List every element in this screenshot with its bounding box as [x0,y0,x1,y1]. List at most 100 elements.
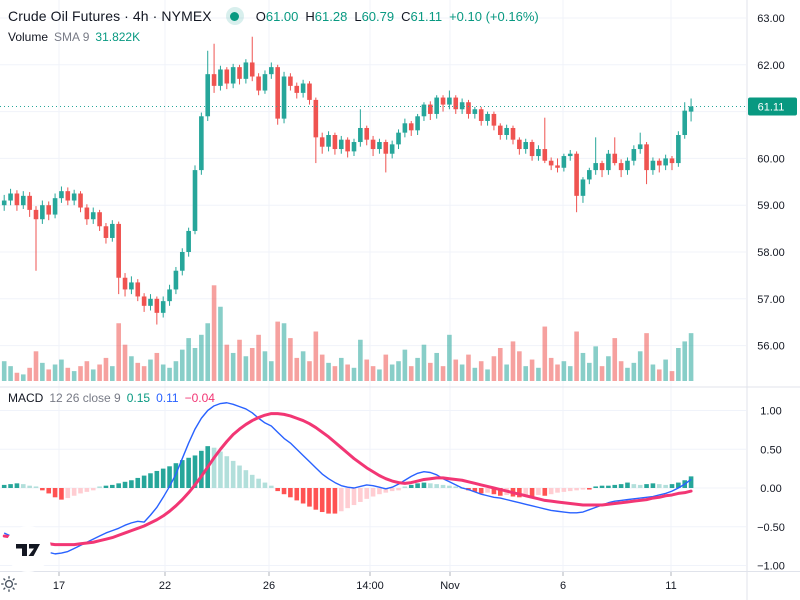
volume-bar [688,333,694,381]
time-tick-label[interactable]: 26 [263,580,275,592]
candle-body [631,149,637,161]
volume-bar [676,348,681,381]
symbol-title[interactable]: Crude Oil Futures · 4h · NYMEX [8,8,212,24]
time-tick-label[interactable]: Nov [440,580,460,592]
candle-body [567,153,573,157]
logo-glyph [16,544,40,556]
gear-glyph [1,576,17,592]
volume-bar [351,367,357,381]
time-tick-label[interactable]: 22 [159,580,171,592]
candle-body [179,252,185,271]
candle-body [440,97,446,105]
last-price-badge[interactable] [748,97,797,116]
macd-histogram-bar [548,488,554,495]
volume-bar [90,369,96,381]
volume-bar [211,285,217,381]
macd-histogram-bar [256,478,261,488]
candle-body [192,170,198,231]
volume-legend[interactable]: Volume SMA 9 31.822K [8,29,140,45]
macd-hist-value: 0.15 [126,391,151,405]
macd-tick-label[interactable]: −1.00 [757,561,785,573]
volume-bar [46,369,52,381]
macd-histogram-bar [243,470,249,488]
price-tick-label[interactable]: 62.00 [757,60,785,72]
volume-bar [122,344,128,381]
volume-bar [179,349,185,381]
market-status-dot-icon[interactable] [225,7,244,25]
macd-histogram-bar [332,488,338,514]
macd-histogram-bar [415,483,420,488]
macd-histogram-bar [669,484,675,488]
price-tick-label[interactable]: 56.00 [757,341,785,353]
time-tick-label[interactable]: 17 [53,580,65,592]
macd-histogram-bar [224,456,230,488]
volume-bar [249,348,255,381]
price-tick-label[interactable]: 63.00 [757,13,785,25]
volume-bar [84,361,90,381]
volume-bar [637,351,643,381]
candle-body [517,139,522,150]
macd-tick-label[interactable]: −0.50 [757,522,785,534]
volume-bar [472,367,478,381]
macd-tick-label[interactable]: 0.50 [760,444,781,456]
volume-bar [459,364,465,381]
volume-bar [40,362,45,381]
macd-histogram-bar [351,488,357,506]
candle-body [256,76,261,91]
macd-tick-label[interactable]: 1.00 [760,406,781,418]
macd-histogram-bar [122,481,128,488]
macd-histogram-bar [59,488,64,500]
candle-body [370,139,376,150]
candle-body [625,160,630,171]
volume-bar [27,367,32,381]
candle-body [224,69,230,84]
candle-body [555,165,560,168]
volume-bar [148,359,153,381]
volume-bar [65,367,71,381]
candle-body [415,116,420,131]
time-tick-label[interactable]: 14:00 [356,580,384,592]
candle-body [84,207,90,220]
macd-histogram-bar [618,484,624,488]
price-tick-label[interactable]: 60.00 [757,153,785,165]
volume-bar [33,351,39,381]
symbol-legend: Crude Oil Futures · 4h · NYMEX O61.00 H6… [8,6,539,26]
candle-body [345,139,350,152]
ohlc-close: C61.11 [401,9,442,24]
time-tick-label[interactable]: 6 [560,580,566,592]
macd-legend[interactable]: MACD 12 26 close 9 0.15 0.11 −0.04 [8,390,215,406]
candle-body [332,135,338,150]
macd-histogram-bar [389,488,395,492]
tradingview-logo[interactable] [4,524,54,574]
candle-body [612,153,618,164]
price-tick-label[interactable]: 59.00 [757,200,785,212]
settings-gear-icon[interactable] [0,575,18,593]
time-tick-label[interactable]: 11 [665,580,676,592]
macd-tick-label[interactable]: 0.00 [760,483,781,495]
macd-histogram-bar [377,488,382,495]
macd-histogram-bar [656,484,662,488]
macd-histogram-bar [440,484,446,488]
macd-histogram-bar [383,488,389,493]
volume-bar [389,364,395,381]
volume-bar [154,352,160,381]
volume-bar [510,341,516,381]
volume-bar [135,362,141,381]
macd-histogram-bar [676,482,681,488]
macd-histogram-bar [688,476,694,488]
volume-bar [618,361,624,381]
volume-bar [288,338,293,381]
volume-bar [313,331,319,381]
high-label: H [305,8,315,24]
volume-bar [421,344,427,381]
volume-bar [561,361,567,381]
price-tick-label[interactable]: 58.00 [757,247,785,259]
candle-body [650,160,656,171]
volume-bar [656,369,662,381]
macd-histogram-bar [307,488,312,507]
price-tick-label[interactable]: 57.00 [757,294,785,306]
macd-histogram-bar [84,488,90,492]
macd-histogram-bar [186,457,191,488]
